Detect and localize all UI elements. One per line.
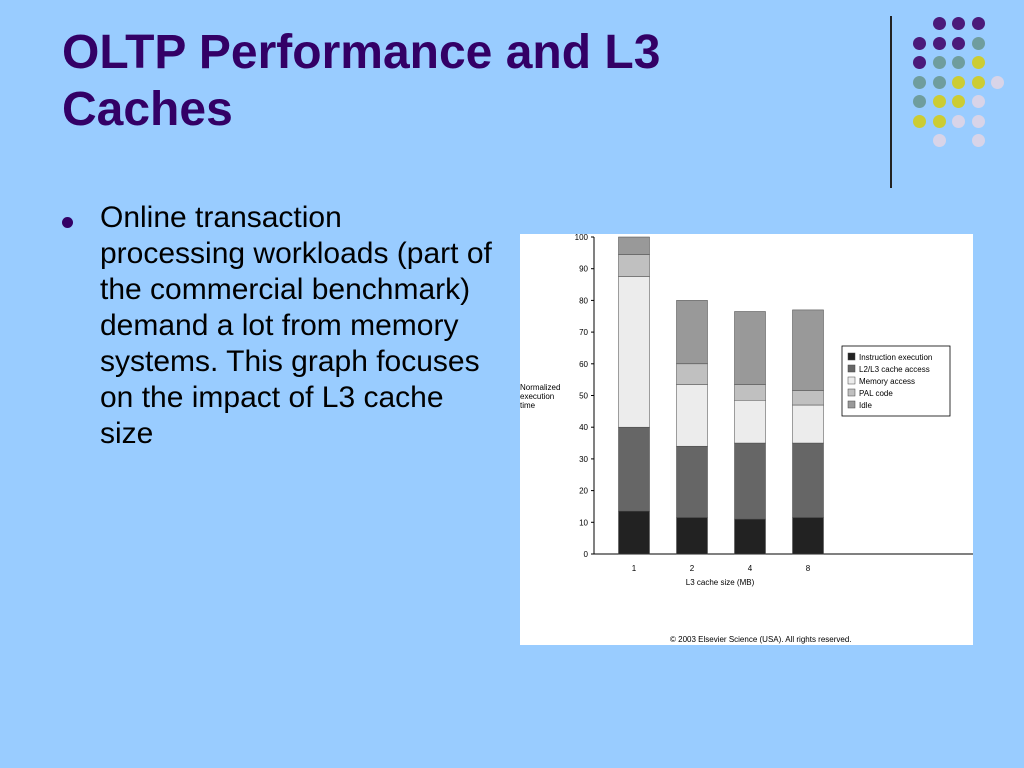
bar-segment: [734, 311, 766, 385]
decorative-dot: [932, 95, 946, 108]
bullet-text: Online transaction processing workloads …: [100, 201, 492, 450]
decorative-dot: [952, 56, 965, 69]
bullet-icon: [62, 217, 73, 228]
bar-segment: [792, 442, 824, 518]
decorative-dot: [932, 114, 946, 128]
y-tick-label: 100: [575, 234, 589, 242]
decorative-dot: [991, 75, 1004, 89]
bar-segment: [792, 517, 824, 555]
legend-label: PAL code: [859, 389, 893, 398]
bar-segment: [676, 384, 708, 447]
decorative-dot: [971, 17, 985, 30]
bar-segment: [676, 517, 708, 555]
decorative-dot: [971, 36, 985, 50]
x-tick-label: 1: [632, 564, 637, 573]
y-axis-title-line: Normalized: [520, 383, 560, 392]
decorative-dot: [952, 114, 965, 128]
y-tick-label: 60: [579, 360, 588, 369]
bar-segment: [792, 390, 824, 406]
decorative-dot: [971, 114, 985, 128]
y-tick-label: 20: [579, 487, 588, 496]
y-tick-label: 70: [579, 328, 588, 337]
decorative-dot: [932, 17, 946, 30]
slide-title-line-2: Caches: [62, 83, 233, 136]
x-tick-label: 2: [690, 564, 695, 573]
y-tick-label: 10: [579, 518, 588, 527]
decorative-dot: [913, 56, 926, 69]
legend-swatch: [847, 364, 856, 373]
legend-swatch: [847, 376, 856, 385]
bar-segment: [792, 309, 824, 391]
bar-segment: [734, 384, 766, 401]
bar-segment: [676, 300, 708, 365]
decorative-dot: [932, 134, 946, 147]
decorative-dot: [913, 114, 926, 128]
legend-label: Idle: [859, 401, 872, 410]
slide-title: OLTP Performance and L3 Caches: [62, 24, 822, 138]
legend-label: Memory access: [859, 377, 915, 386]
bar-segment: [618, 236, 650, 255]
y-tick-label: 30: [579, 455, 588, 464]
y-axis-title-line: time: [520, 401, 536, 410]
bullet-item: Online transaction processing workloads …: [62, 200, 492, 452]
decorative-dot: [971, 75, 985, 89]
bar-segment: [734, 442, 766, 520]
decorative-dot: [952, 36, 965, 50]
y-tick-label: 80: [579, 296, 588, 305]
decorative-divider: [890, 16, 892, 188]
bar-segment: [676, 445, 708, 518]
decorative-dot: [913, 95, 926, 108]
slide-title-line-1: OLTP Performance and L3: [62, 26, 661, 79]
bar-segment: [618, 426, 650, 512]
chart-panel: 0 10 20 30 40 50 60 70 80 90 100 Normalized executio…: [520, 234, 973, 645]
decorative-dot: [971, 134, 985, 147]
legend-label: Instruction execution: [859, 353, 932, 362]
bar-segment: [618, 276, 650, 428]
bullet-list: Online transaction processing workloads …: [62, 200, 492, 452]
decorative-dot: [932, 56, 946, 69]
decorative-dot: [952, 17, 965, 30]
legend-swatch: [847, 352, 856, 361]
copyright-text: © 2003 Elsevier Science (USA). All right…: [670, 635, 852, 644]
y-tick-label: 90: [579, 265, 588, 274]
decorative-dot: [932, 36, 946, 50]
bar-segment: [676, 363, 708, 385]
bar-segment: [618, 510, 650, 555]
decorative-dot: [913, 36, 926, 50]
bar-segment: [734, 400, 766, 444]
bar-segment: [734, 518, 766, 555]
decorative-dot: [952, 75, 965, 89]
y-tick-label: 50: [579, 392, 588, 401]
legend-label: L2/L3 cache access: [859, 365, 930, 374]
x-axis-title: L3 cache size (MB): [686, 578, 755, 587]
bar-segment: [792, 404, 824, 444]
decorative-dot: [913, 75, 926, 89]
y-axis-title-line: execution: [520, 392, 554, 401]
y-tick-label: 0: [584, 550, 589, 559]
legend-swatch: [847, 400, 856, 409]
decorative-dot: [971, 95, 985, 108]
decorative-dot: [952, 95, 965, 108]
decorative-dot: [971, 56, 985, 69]
decorative-dot: [932, 75, 946, 89]
y-tick-label: 40: [579, 423, 588, 432]
x-tick-label: 8: [806, 564, 811, 573]
stacked-bar-chart: 0 10 20 30 40 50 60 70 80 90 100 Normalizedexecutio…: [520, 234, 973, 644]
bar-segment: [618, 254, 650, 277]
legend-box: [841, 345, 951, 417]
legend-swatch: [847, 388, 856, 397]
x-tick-label: 4: [748, 564, 753, 573]
